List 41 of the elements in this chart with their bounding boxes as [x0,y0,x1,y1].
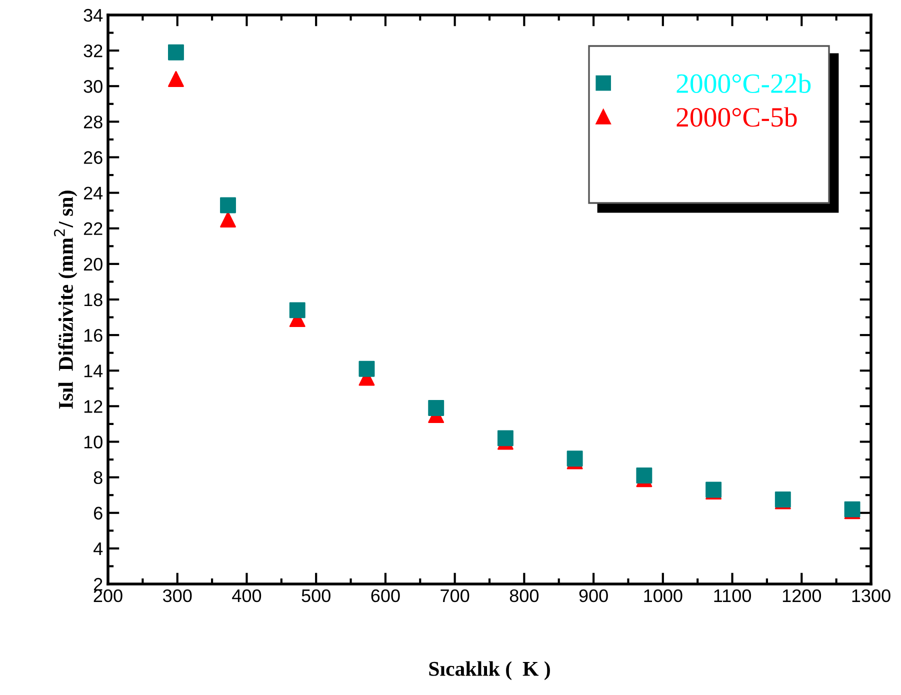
y-tick-label: 24 [84,186,103,200]
x-tick-label: 500 [302,589,330,602]
y-tick-label: 32 [84,44,102,58]
legend-label: 2000°C-22b [676,74,811,94]
x-tick-label: 1000 [644,589,682,602]
point [428,400,444,416]
y-tick-label: 18 [84,293,102,306]
point [168,44,184,60]
x-tick-label: 1100 [714,589,751,602]
x-tick-label: 400 [232,589,262,602]
x-tick-label: 800 [510,589,539,602]
y-axis-title: Isıl Difüzivite (mm$^{2}$/ sn) [54,190,78,409]
y-tick-label: 4 [94,542,103,555]
point [636,468,652,484]
point [168,71,184,87]
y-tick-label: 16 [84,328,102,342]
y-tick-label: 14 [84,364,103,378]
point [289,302,306,318]
y-tick-label: 12 [84,400,102,413]
x-axis-title: Sıcaklık ( K ) [429,661,550,680]
point [220,212,236,228]
x-tick-label: 600 [371,589,400,602]
x-tick-label: 900 [579,589,608,602]
x-tick-label: 700 [440,589,470,602]
x-tick-label: 200 [94,589,122,602]
x-tick-label: 1300 [852,589,890,602]
x-tick-label: 300 [162,589,192,602]
x-tick-label: 1200 [782,589,822,602]
y-tick-label: 22 [84,222,102,235]
y-tick-label: 6 [94,506,102,520]
y-tick-label: 20 [84,258,102,271]
point [497,430,514,446]
y-tick-label: 26 [84,151,102,164]
y-tick-label: 10 [84,436,102,448]
legend-label: 2000°C-5b [676,107,797,127]
y-tick-label: 28 [84,116,102,128]
y-tick-label: 34 [84,8,103,22]
point [220,197,236,214]
y-tick-label: 8 [94,471,102,484]
y-tick-label: 30 [84,80,102,93]
point [358,360,375,377]
